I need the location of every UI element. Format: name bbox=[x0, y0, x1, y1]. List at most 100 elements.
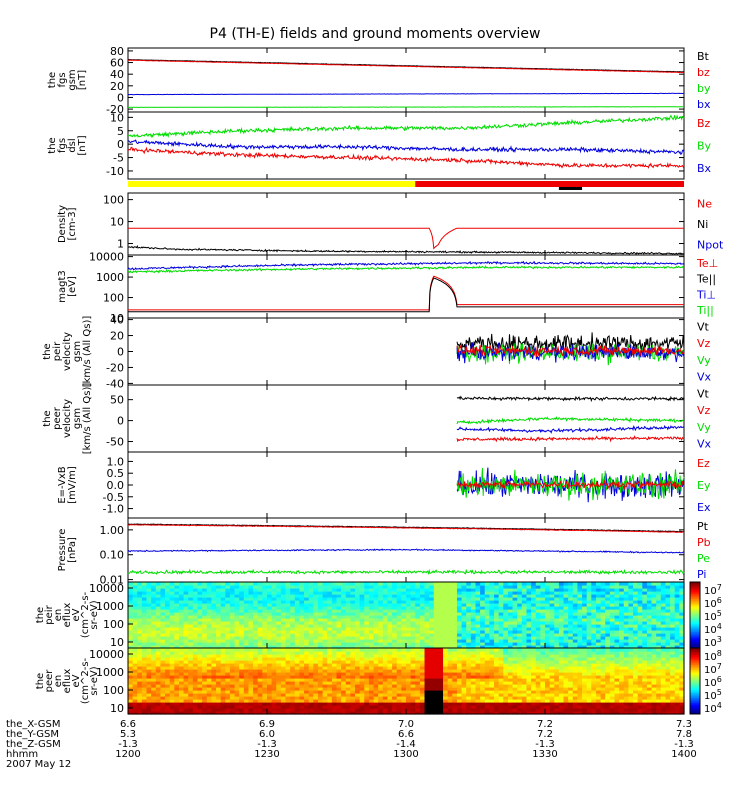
spectrogram-cell bbox=[290, 711, 296, 715]
spectrogram-cell bbox=[368, 645, 375, 649]
spectrogram-cell bbox=[535, 696, 541, 700]
spectrogram-cell bbox=[174, 684, 180, 688]
spectrogram-cell bbox=[424, 672, 430, 676]
spectrogram-cell bbox=[132, 705, 138, 709]
spectrogram-cell bbox=[545, 690, 551, 694]
spectrogram-cell bbox=[178, 597, 185, 601]
spectrogram-cell bbox=[609, 606, 616, 610]
spectrogram-cell bbox=[503, 630, 509, 634]
spectrogram-cell bbox=[674, 597, 680, 601]
spectrogram-cell bbox=[373, 693, 379, 697]
spectrogram-cell bbox=[438, 600, 444, 604]
spectrogram-cell bbox=[633, 588, 639, 592]
spectrogram-cell bbox=[484, 705, 490, 709]
spectrogram-cell bbox=[257, 621, 263, 625]
mode-bar bbox=[128, 181, 684, 190]
spectrogram-cell bbox=[327, 660, 333, 664]
spectrogram-cell bbox=[535, 666, 541, 670]
spectrogram-cell bbox=[290, 705, 296, 709]
spectrogram-cell bbox=[517, 696, 523, 700]
spectrogram-cell bbox=[512, 651, 518, 655]
spectrogram-cell bbox=[128, 690, 134, 694]
spectrogram-cell bbox=[480, 630, 486, 634]
spectrogram-cell bbox=[517, 648, 523, 652]
spectrogram-cell bbox=[568, 591, 574, 595]
spectrogram-cell bbox=[628, 645, 634, 649]
spectrogram-cell bbox=[178, 609, 185, 613]
spectrogram-cell bbox=[271, 672, 277, 676]
spectrogram-cell bbox=[197, 675, 203, 679]
spectrogram-cell bbox=[355, 663, 361, 667]
spectrogram-cell bbox=[313, 711, 319, 715]
spectrogram-cell bbox=[401, 660, 407, 664]
spectrogram-cell bbox=[239, 672, 245, 676]
spectrogram-cell bbox=[331, 654, 338, 658]
spectrogram-cell bbox=[243, 663, 250, 667]
spectrogram-cell bbox=[670, 624, 676, 628]
spectrogram-cell bbox=[341, 693, 347, 697]
spectrogram-cell bbox=[438, 582, 444, 586]
spectrogram-cell bbox=[443, 705, 449, 709]
spectrogram-cell bbox=[243, 591, 250, 595]
spectrogram-cell bbox=[670, 582, 676, 586]
spectrogram-cell bbox=[535, 615, 541, 619]
spectrogram-cell bbox=[216, 708, 222, 712]
spectrogram-cell bbox=[271, 654, 277, 658]
spectrogram-cell bbox=[285, 678, 291, 682]
spectrogram-cell bbox=[299, 615, 305, 619]
spectrogram-cell bbox=[577, 588, 583, 592]
spectrogram-cell bbox=[341, 582, 347, 586]
spectrogram-cell bbox=[364, 708, 370, 712]
spectrogram-cell bbox=[128, 588, 134, 592]
spectrogram-cell bbox=[470, 663, 477, 667]
spectrogram-cell bbox=[262, 642, 268, 646]
spectrogram-cell bbox=[410, 600, 416, 604]
spectrogram-cell bbox=[165, 690, 171, 694]
spectrogram-cell bbox=[410, 630, 416, 634]
spectrogram-cell bbox=[229, 660, 236, 664]
spectrogram-cell bbox=[484, 678, 490, 682]
spectrogram-cell bbox=[600, 621, 606, 625]
spectrogram-cell bbox=[419, 618, 426, 622]
spectrogram-cell bbox=[146, 657, 152, 661]
spectrogram-cell bbox=[387, 615, 393, 619]
spectrogram-cell bbox=[392, 666, 398, 670]
spectrogram-cell bbox=[452, 657, 458, 661]
spectrogram-cell bbox=[285, 660, 291, 664]
spectrogram-cell bbox=[507, 591, 514, 595]
spectrogram-cell bbox=[257, 594, 263, 598]
spectrogram-cell bbox=[257, 687, 263, 691]
spectrogram-cell bbox=[489, 597, 495, 601]
spectrogram-cell bbox=[595, 615, 602, 619]
spectrogram-cell bbox=[132, 594, 138, 598]
spectrogram-cell bbox=[216, 618, 222, 622]
spectrogram-cell bbox=[178, 582, 185, 586]
spectrogram-cell bbox=[160, 693, 166, 697]
spectrogram-cell bbox=[507, 678, 514, 682]
spectrogram-cell bbox=[211, 645, 217, 649]
spectrogram-cell bbox=[628, 627, 634, 631]
spectrogram-cell bbox=[484, 645, 490, 649]
spectrogram-cell bbox=[410, 708, 416, 712]
spectrogram-cell bbox=[480, 711, 486, 715]
spectrogram-cell bbox=[299, 636, 305, 640]
spectrogram-cell bbox=[424, 603, 430, 607]
spectrogram-cell bbox=[392, 585, 398, 589]
spectrogram-cell bbox=[461, 615, 467, 619]
spectrogram-cell bbox=[239, 642, 245, 646]
spectrogram-cell bbox=[406, 708, 412, 712]
spectrogram-cell bbox=[646, 597, 653, 601]
spectrogram-cell bbox=[429, 684, 435, 688]
spectrogram-cell bbox=[285, 588, 291, 592]
spectrogram-cell bbox=[526, 690, 532, 694]
spectrogram-cell bbox=[489, 627, 495, 631]
spectrogram-cell bbox=[609, 630, 616, 634]
spectrogram-cell bbox=[359, 663, 365, 667]
spectrogram-cell bbox=[211, 609, 217, 613]
spectrogram-cell bbox=[341, 615, 347, 619]
series-pressure-Pb bbox=[127, 524, 685, 533]
spectrogram-cell bbox=[401, 699, 407, 703]
spectrogram-cell bbox=[480, 705, 486, 709]
spectrogram-cell bbox=[137, 621, 143, 625]
